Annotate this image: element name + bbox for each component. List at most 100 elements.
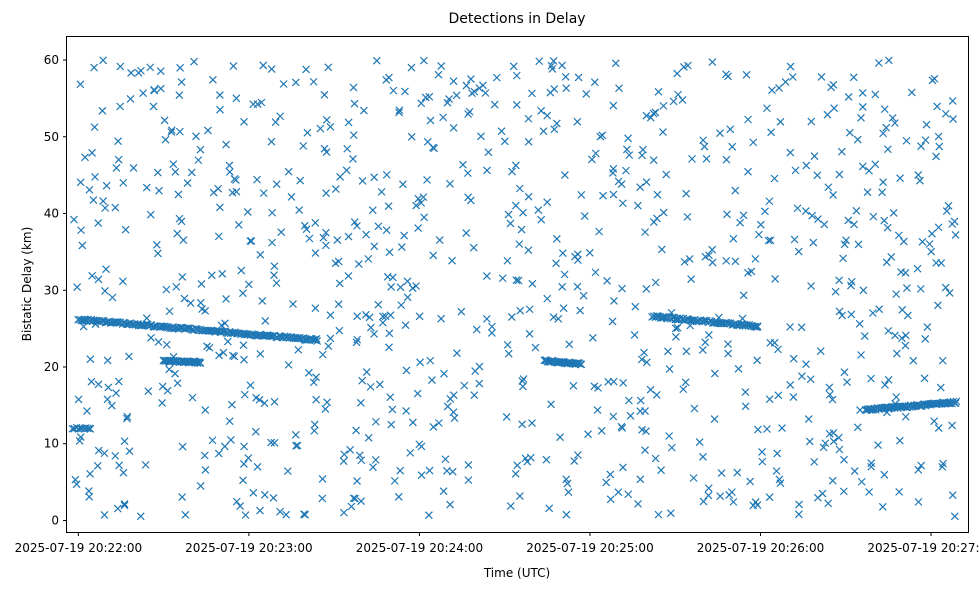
data-point — [934, 223, 943, 232]
data-point — [102, 181, 111, 190]
data-point — [201, 466, 210, 474]
data-point — [945, 289, 954, 297]
data-point — [190, 57, 198, 66]
data-point — [414, 224, 423, 233]
data-point — [381, 312, 390, 321]
data-point — [880, 105, 889, 114]
data-point — [580, 212, 589, 220]
data-point — [880, 216, 889, 225]
data-point — [680, 257, 689, 266]
data-point — [215, 91, 224, 99]
data-point — [839, 254, 848, 263]
data-point — [859, 286, 868, 295]
data-point — [88, 148, 97, 157]
data-point — [671, 324, 680, 333]
data-point — [468, 89, 477, 98]
data-point — [309, 77, 318, 86]
data-point — [513, 461, 522, 470]
data-point — [874, 59, 883, 67]
data-point — [382, 226, 391, 235]
data-point — [790, 235, 799, 244]
data-point — [722, 256, 731, 265]
data-point — [731, 257, 740, 266]
data-point — [515, 492, 524, 501]
data-point — [246, 381, 255, 390]
y-tick-label: 30 — [44, 283, 59, 297]
data-point — [176, 63, 185, 72]
data-point — [91, 172, 99, 181]
data-point — [825, 390, 834, 399]
data-point — [890, 404, 899, 413]
data-point — [365, 313, 374, 322]
data-point — [775, 84, 783, 92]
data-point — [917, 142, 925, 151]
data-point — [261, 317, 270, 325]
data-point — [113, 504, 122, 513]
data-point — [98, 106, 107, 115]
data-point — [216, 105, 224, 114]
data-point — [744, 268, 752, 277]
data-point — [385, 329, 394, 338]
data-point — [563, 479, 572, 488]
data-point — [525, 329, 534, 338]
data-point — [420, 213, 429, 222]
data-point — [188, 393, 197, 402]
data-point — [407, 132, 416, 141]
data-point — [355, 451, 364, 460]
data-point — [699, 452, 707, 461]
data-point — [220, 327, 228, 336]
data-point — [236, 502, 245, 511]
data-point — [196, 482, 205, 490]
data-point — [270, 262, 279, 271]
data-point — [215, 351, 224, 360]
data-point — [111, 203, 120, 212]
data-point — [311, 218, 320, 227]
data-point — [516, 306, 525, 315]
data-point — [828, 476, 837, 485]
data-point — [857, 351, 865, 359]
data-point — [237, 266, 246, 275]
data-point — [651, 108, 660, 117]
data-point — [364, 433, 373, 442]
data-point — [704, 484, 713, 493]
data-point — [725, 491, 734, 499]
data-point — [222, 294, 231, 303]
data-point — [524, 246, 533, 255]
data-point — [565, 340, 574, 349]
data-point — [649, 109, 658, 118]
data-point — [214, 232, 223, 241]
data-point — [283, 467, 292, 476]
data-point — [717, 469, 726, 477]
data-point — [153, 249, 162, 258]
data-point — [353, 221, 361, 230]
data-point — [695, 438, 704, 446]
data-point — [741, 402, 750, 411]
data-point — [564, 488, 573, 497]
data-point — [186, 299, 195, 308]
data-point — [303, 128, 312, 137]
data-point — [577, 190, 586, 199]
data-point — [150, 86, 159, 95]
data-point — [416, 358, 425, 367]
data-point — [754, 230, 763, 239]
data-point — [797, 372, 806, 381]
data-point — [679, 63, 688, 71]
data-point — [901, 341, 910, 350]
data-point — [372, 56, 381, 65]
data-point — [386, 311, 395, 320]
data-point — [921, 335, 930, 343]
data-point — [835, 276, 844, 285]
data-point — [396, 466, 405, 475]
data-point — [89, 196, 98, 205]
data-point — [267, 137, 276, 146]
data-point — [276, 507, 285, 516]
data-point — [354, 260, 363, 268]
data-point — [349, 494, 358, 503]
data-point — [577, 360, 586, 369]
data-point — [120, 437, 129, 446]
data-point — [100, 449, 109, 458]
data-point — [142, 183, 151, 192]
data-point — [511, 161, 520, 170]
data-point — [933, 102, 942, 111]
